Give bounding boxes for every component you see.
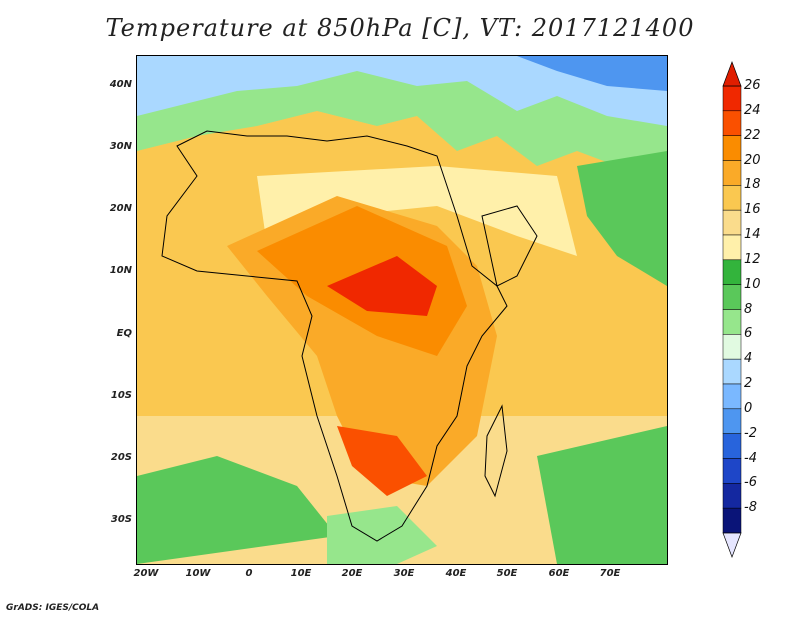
- field-southwest-green: [137, 456, 337, 564]
- colorbar-label: 24: [744, 102, 761, 118]
- colorbar-label: -8: [744, 500, 757, 516]
- lat-label-30n: 30N: [109, 141, 132, 152]
- colorbar-swatch: [722, 209, 742, 236]
- colorbar-swatch: [722, 259, 742, 285]
- lon-label-50e: 50E: [496, 568, 518, 579]
- colorbar-swatch: [722, 507, 742, 534]
- colorbar-swatch: [722, 358, 742, 385]
- chart-title: Temperature at 850hPa [C], VT: 201712140…: [105, 14, 695, 42]
- temperature-field: [137, 56, 667, 564]
- colorbar-label: 18: [744, 177, 761, 193]
- colorbar-label: 6: [744, 326, 753, 342]
- colorbar-swatch: [722, 110, 742, 136]
- colorbar-label: 2: [744, 376, 753, 391]
- colorbar-label: 14: [744, 227, 761, 242]
- colorbar-swatch: [722, 234, 742, 261]
- field-north-cold: [137, 56, 667, 126]
- lon-label-40e: 40E: [445, 568, 467, 579]
- lat-label-10s: 10S: [110, 390, 132, 401]
- colorbar-swatch: [722, 433, 742, 459]
- colorbar-swatch: [722, 334, 742, 360]
- field-southeast-green: [537, 426, 667, 564]
- colorbar-swatch: [722, 483, 742, 509]
- lon-label-0: 0: [245, 568, 253, 579]
- colorbar-bottom-arrow: [722, 532, 742, 558]
- colorbar-swatch: [722, 185, 742, 211]
- lon-label-20e: 20E: [341, 568, 363, 579]
- lat-label-20n: 20N: [109, 203, 132, 214]
- field-central-core: [327, 256, 437, 316]
- colorbar-label: 12: [744, 251, 761, 267]
- lon-label-70e: 70E: [599, 568, 621, 579]
- lon-label-10w: 10W: [185, 568, 211, 579]
- colorbar-label: 8: [744, 301, 753, 317]
- colorbar-label: 20: [744, 152, 761, 168]
- lat-label-40n: 40N: [109, 79, 132, 90]
- field-northeast-cold: [517, 56, 667, 91]
- colorbar-swatch: [722, 408, 742, 434]
- colorbar-label: -6: [744, 475, 757, 491]
- colorbar-swatch: [722, 383, 742, 410]
- temperature-map: [136, 55, 668, 565]
- colorbar-swatch: [722, 85, 742, 112]
- colorbar-label: -4: [744, 450, 757, 466]
- colorbar-swatch: [722, 135, 742, 161]
- colorbar-swatch: [722, 309, 742, 335]
- footer-credit: GrADS: IGES/COLA: [6, 603, 100, 613]
- colorbar-label: 4: [744, 351, 753, 367]
- lat-label-eq: EQ: [116, 328, 132, 339]
- field-india-green: [577, 151, 667, 286]
- colorbar-label: 22: [744, 127, 761, 143]
- colorbar: [722, 61, 742, 558]
- colorbar-label: 10: [744, 276, 761, 292]
- colorbar-top-arrow: [722, 61, 742, 87]
- colorbar-label: 16: [744, 202, 761, 218]
- colorbar-label: -2: [744, 425, 757, 441]
- colorbar-swatch: [722, 160, 742, 186]
- lon-label-30e: 30E: [393, 568, 415, 579]
- madagascar-coastline: [484, 404, 508, 498]
- lat-label-20s: 20S: [110, 452, 132, 463]
- arabia-coastline: [481, 205, 538, 287]
- lon-label-10e: 10E: [290, 568, 312, 579]
- field-south-africa-hot: [337, 426, 427, 496]
- lat-label-30s: 30S: [110, 514, 132, 525]
- colorbar-label: 0: [744, 400, 753, 416]
- lat-label-10n: 10N: [109, 265, 132, 276]
- africa-coastline: [161, 130, 508, 542]
- colorbar-swatch: [722, 458, 742, 484]
- field-south-cool: [327, 506, 437, 564]
- colorbar-swatch: [722, 284, 742, 310]
- field-sahara-pale: [257, 166, 577, 256]
- lon-label-20w: 20W: [133, 568, 159, 579]
- lon-label-60e: 60E: [548, 568, 570, 579]
- colorbar-label: 26: [744, 78, 761, 93]
